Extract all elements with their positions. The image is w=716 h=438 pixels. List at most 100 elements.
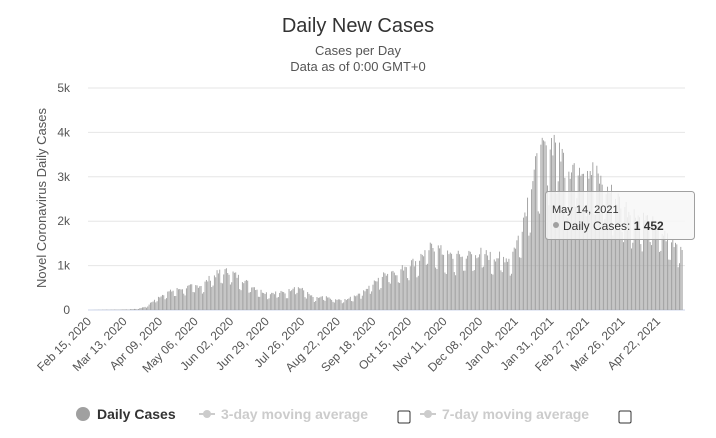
bar[interactable] bbox=[485, 250, 487, 310]
bar[interactable] bbox=[481, 267, 483, 310]
bar[interactable] bbox=[679, 263, 680, 310]
bar[interactable] bbox=[228, 274, 230, 310]
bar[interactable] bbox=[189, 284, 191, 310]
bar[interactable] bbox=[523, 217, 525, 310]
bar[interactable] bbox=[161, 294, 163, 310]
bar[interactable] bbox=[667, 233, 668, 310]
bar[interactable] bbox=[599, 183, 600, 310]
bar[interactable] bbox=[541, 137, 543, 310]
bar[interactable] bbox=[217, 273, 219, 310]
bar[interactable] bbox=[164, 299, 166, 310]
bar[interactable] bbox=[223, 274, 225, 310]
bar[interactable] bbox=[583, 173, 584, 310]
bar[interactable] bbox=[601, 184, 603, 310]
bar[interactable] bbox=[655, 229, 656, 310]
bar[interactable] bbox=[177, 289, 179, 310]
bar[interactable] bbox=[419, 260, 421, 310]
bar[interactable] bbox=[244, 280, 246, 310]
bar[interactable] bbox=[225, 268, 227, 310]
bar[interactable] bbox=[248, 292, 250, 310]
bar[interactable] bbox=[465, 258, 467, 310]
bar[interactable] bbox=[472, 270, 474, 310]
bar[interactable] bbox=[400, 269, 402, 310]
bar[interactable] bbox=[633, 209, 635, 310]
bar[interactable] bbox=[308, 293, 310, 310]
bar[interactable] bbox=[635, 217, 636, 310]
bar[interactable] bbox=[335, 299, 337, 310]
bar[interactable] bbox=[605, 194, 607, 310]
bar[interactable] bbox=[303, 290, 305, 310]
bar[interactable] bbox=[327, 297, 329, 310]
bar[interactable] bbox=[468, 250, 470, 310]
bar[interactable] bbox=[491, 273, 493, 310]
bar[interactable] bbox=[276, 297, 278, 310]
bar[interactable] bbox=[668, 259, 670, 310]
bar[interactable] bbox=[212, 285, 214, 310]
bar[interactable] bbox=[373, 280, 375, 311]
bar[interactable] bbox=[673, 247, 675, 310]
bar[interactable] bbox=[232, 271, 234, 310]
bar[interactable] bbox=[339, 299, 341, 310]
bar[interactable] bbox=[637, 215, 639, 310]
bar[interactable] bbox=[533, 169, 535, 310]
bar[interactable] bbox=[429, 242, 431, 310]
bar[interactable] bbox=[568, 171, 570, 310]
bar[interactable] bbox=[176, 287, 178, 310]
bar[interactable] bbox=[393, 272, 395, 310]
bar[interactable] bbox=[409, 266, 411, 310]
bar[interactable] bbox=[627, 217, 628, 310]
bar[interactable] bbox=[307, 292, 309, 310]
bar[interactable] bbox=[620, 208, 622, 310]
bar[interactable] bbox=[623, 242, 624, 310]
bar[interactable] bbox=[632, 242, 634, 310]
bar[interactable] bbox=[179, 289, 181, 310]
bar[interactable] bbox=[543, 140, 545, 310]
bar[interactable] bbox=[531, 189, 533, 310]
bar[interactable] bbox=[240, 290, 242, 310]
legend-item-daily-cases[interactable]: Daily Cases bbox=[97, 406, 176, 422]
bar[interactable] bbox=[312, 296, 314, 310]
bar[interactable] bbox=[508, 258, 510, 310]
bar[interactable] bbox=[163, 295, 165, 310]
bar[interactable] bbox=[588, 178, 590, 310]
bar[interactable] bbox=[295, 294, 297, 310]
bar[interactable] bbox=[396, 275, 398, 310]
bar[interactable] bbox=[585, 216, 587, 310]
bar[interactable] bbox=[565, 215, 567, 310]
bar[interactable] bbox=[268, 298, 270, 310]
bar[interactable] bbox=[469, 251, 471, 310]
bar[interactable] bbox=[215, 277, 217, 310]
bar[interactable] bbox=[201, 293, 203, 310]
bar[interactable] bbox=[455, 275, 457, 310]
bar[interactable] bbox=[132, 309, 134, 310]
bar[interactable] bbox=[577, 175, 579, 310]
bar[interactable] bbox=[281, 291, 283, 310]
bar[interactable] bbox=[389, 283, 391, 310]
bar[interactable] bbox=[652, 216, 654, 310]
bar[interactable] bbox=[271, 292, 273, 310]
bar[interactable] bbox=[417, 275, 419, 310]
bar[interactable] bbox=[420, 253, 422, 310]
bar[interactable] bbox=[507, 261, 509, 310]
bar[interactable] bbox=[352, 301, 354, 310]
bar[interactable] bbox=[207, 281, 209, 310]
bar[interactable] bbox=[408, 280, 410, 310]
bar[interactable] bbox=[317, 297, 319, 310]
bar[interactable] bbox=[519, 257, 521, 310]
bar[interactable] bbox=[483, 266, 485, 310]
bar[interactable] bbox=[311, 295, 313, 310]
bar[interactable] bbox=[457, 250, 459, 310]
bar[interactable] bbox=[124, 309, 126, 310]
bar[interactable] bbox=[363, 290, 365, 310]
bar[interactable] bbox=[600, 175, 602, 310]
bar[interactable] bbox=[296, 292, 298, 310]
bar[interactable] bbox=[607, 186, 608, 310]
bar[interactable] bbox=[355, 296, 357, 310]
bar[interactable] bbox=[677, 267, 679, 310]
bar[interactable] bbox=[241, 282, 243, 310]
bar[interactable] bbox=[208, 275, 210, 310]
bar[interactable] bbox=[367, 288, 369, 310]
bar[interactable] bbox=[449, 252, 451, 310]
bar[interactable] bbox=[621, 232, 623, 310]
bar[interactable] bbox=[145, 307, 147, 310]
